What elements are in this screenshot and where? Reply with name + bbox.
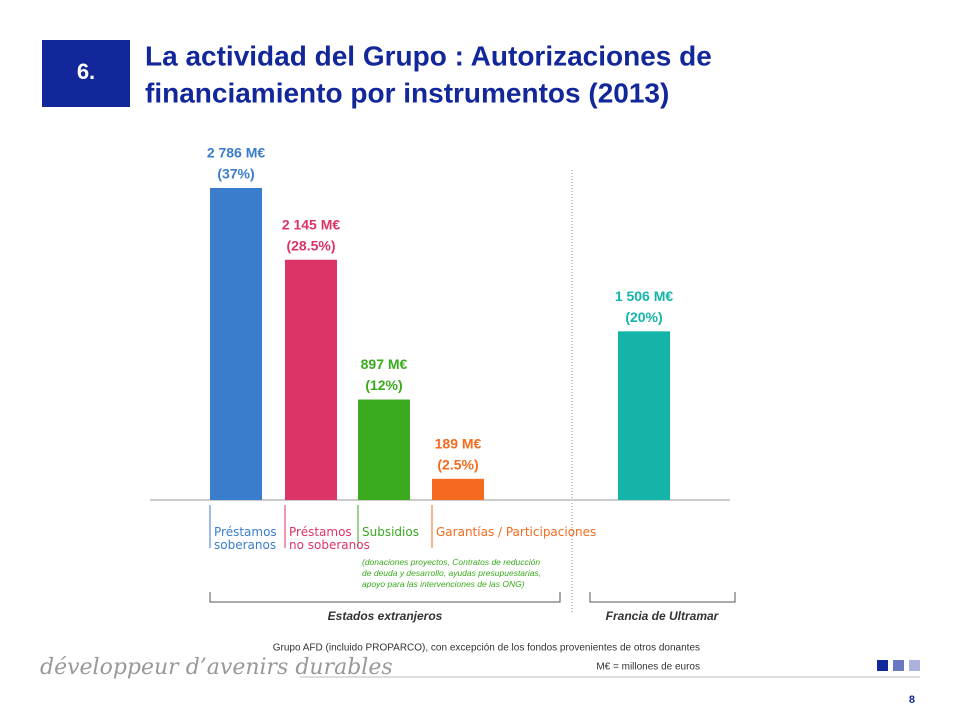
bracket bbox=[589, 592, 736, 603]
section-number: 6. bbox=[77, 59, 95, 84]
share-label: (37%) bbox=[217, 166, 254, 182]
share-label: (12%) bbox=[365, 377, 402, 393]
share-label: (28.5%) bbox=[286, 237, 335, 253]
category-label: Préstamos soberanos bbox=[214, 525, 277, 552]
deco-square bbox=[909, 660, 920, 671]
share-label: (20%) bbox=[625, 309, 662, 325]
bar bbox=[618, 331, 670, 500]
bar bbox=[285, 259, 337, 500]
bar bbox=[358, 399, 410, 500]
section-box bbox=[42, 40, 130, 107]
value-label: 2 786 M€ bbox=[207, 145, 266, 161]
title-line: La actividad del Grupo : Autorizaciones … bbox=[145, 40, 712, 71]
group-label: Francia de Ultramar bbox=[606, 609, 720, 623]
value-label: 1 506 M€ bbox=[615, 288, 674, 304]
category-note: (donaciones proyectos, Contratos de redu… bbox=[362, 557, 542, 589]
deco-square bbox=[893, 660, 904, 671]
page-number: 8 bbox=[909, 694, 915, 706]
bar bbox=[432, 478, 484, 500]
value-label: 897 M€ bbox=[361, 356, 408, 372]
footer-note: M€ = millones de euros bbox=[596, 662, 700, 673]
share-label: (2.5%) bbox=[437, 457, 478, 473]
bracket bbox=[209, 592, 561, 603]
value-label: 189 M€ bbox=[435, 436, 482, 452]
value-label: 2 145 M€ bbox=[282, 216, 341, 232]
category-label: Subsidios bbox=[362, 525, 419, 539]
bar bbox=[210, 187, 262, 500]
footer-note: Grupo AFD (incluido PROPARCO), con excep… bbox=[273, 643, 700, 654]
deco-square bbox=[877, 660, 888, 671]
group-label: Estados extranjeros bbox=[328, 609, 443, 623]
slogan: développeur d’avenirs durables bbox=[40, 655, 393, 680]
category-label: Préstamos no soberanos bbox=[289, 525, 370, 552]
title-line: financiamiento por instrumentos (2013) bbox=[145, 77, 669, 108]
category-label: Garantías / Participaciones bbox=[436, 525, 597, 539]
